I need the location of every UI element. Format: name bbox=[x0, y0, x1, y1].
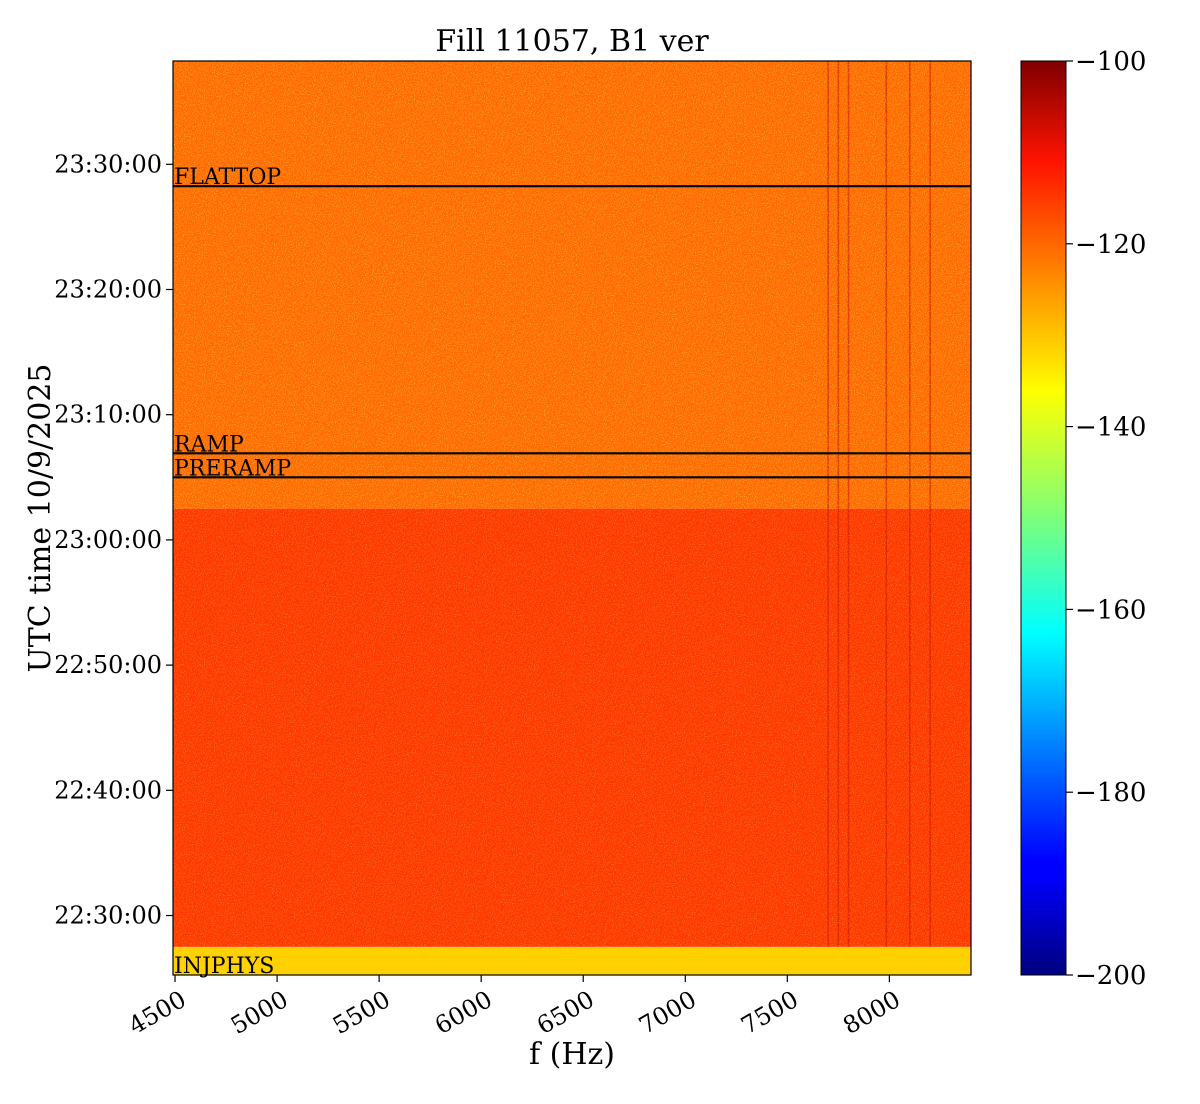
y-tick-label: 22:40:00 bbox=[54, 776, 162, 804]
plot-frame bbox=[172, 60, 972, 976]
x-axis: 4500 5000 5500 6000 6500 7000 7500 8000 bbox=[124, 975, 905, 1040]
y-tick-label: 22:30:00 bbox=[54, 902, 162, 930]
colorbar-gradient bbox=[1020, 60, 1067, 976]
x-tick-label: 5500 bbox=[328, 985, 395, 1040]
y-tick-label: 23:10:00 bbox=[54, 401, 162, 429]
noise-texture bbox=[173, 61, 971, 509]
heatmap-region bbox=[173, 946, 971, 975]
x-tick-label: 7000 bbox=[634, 985, 701, 1040]
colorbar: −100 −120 −140 −160 −180 −200 bbox=[1020, 47, 1146, 991]
phase-marker-label: RAMP bbox=[174, 432, 244, 457]
y-axis: 22:30:00 22:40:00 22:50:00 23:00:00 23:10:00… bbox=[54, 150, 173, 930]
y-tick-label: 23:20:00 bbox=[54, 276, 162, 304]
colorbar-tick-label: −140 bbox=[1075, 413, 1146, 443]
x-tick-label: 6500 bbox=[532, 985, 599, 1040]
x-tick-label: 8000 bbox=[838, 985, 905, 1040]
colorbar-tick-label: −100 bbox=[1075, 47, 1146, 77]
noise-texture bbox=[173, 508, 971, 947]
colorbar-tick-label: −120 bbox=[1075, 230, 1146, 260]
phase-marker-label: PRERAMP bbox=[174, 456, 291, 481]
y-tick-label: 22:50:00 bbox=[54, 651, 162, 679]
y-tick-label: 23:30:00 bbox=[54, 150, 162, 178]
phase-marker-label: FLATTOP bbox=[174, 165, 281, 190]
x-axis-label: f (Hz) bbox=[529, 1037, 615, 1072]
y-axis-label: UTC time 10/9/2025 bbox=[23, 364, 58, 673]
colorbar-tick-label: −180 bbox=[1075, 778, 1146, 808]
y-tick-label: 23:00:00 bbox=[54, 526, 162, 554]
colorbar-tick-label: −160 bbox=[1075, 595, 1146, 625]
x-tick-label: 7500 bbox=[736, 985, 803, 1040]
x-tick-label: 4500 bbox=[124, 985, 191, 1040]
x-tick-label: 6000 bbox=[430, 985, 497, 1040]
chart-title: Fill 11057, B1 ver bbox=[435, 24, 709, 59]
x-tick-label: 5000 bbox=[226, 985, 293, 1040]
colorbar-tick-label: −200 bbox=[1075, 961, 1146, 991]
